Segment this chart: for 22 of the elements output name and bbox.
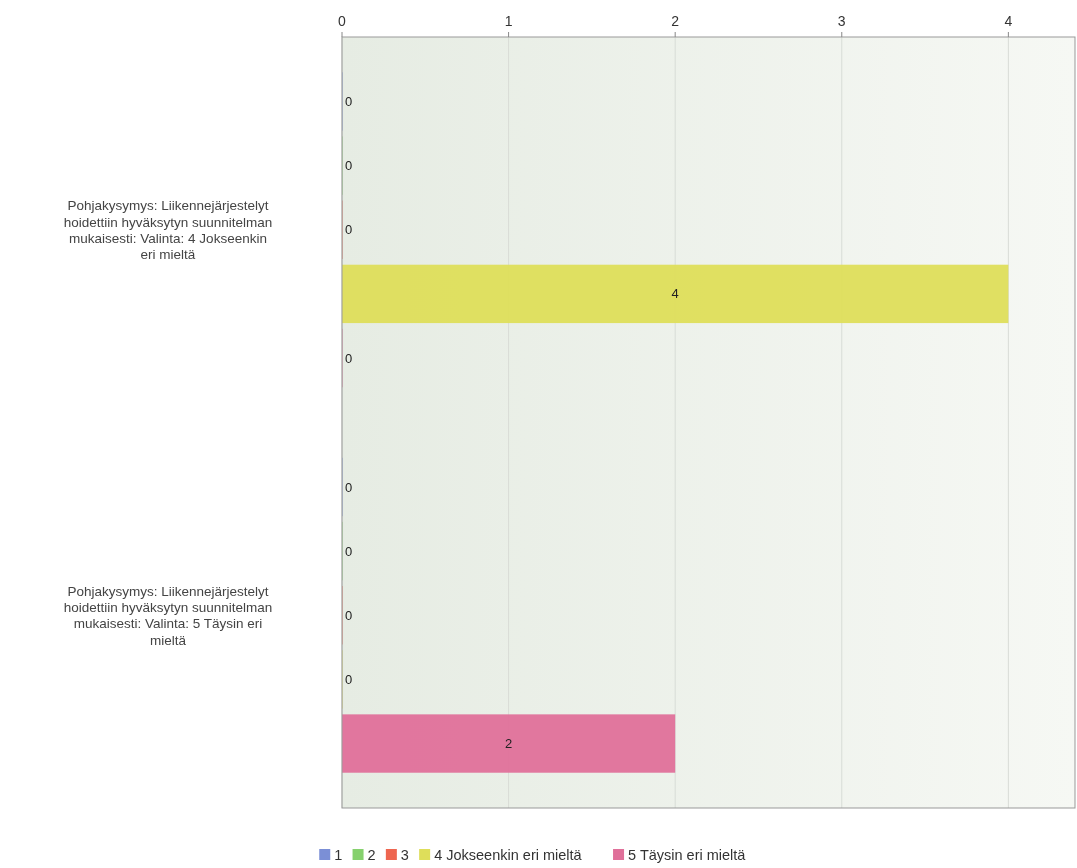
data-label: 0 [345, 671, 353, 687]
data-label: 0 [345, 607, 353, 623]
data-label: 2 [504, 736, 513, 752]
x-tick-label: 3 [837, 13, 846, 29]
x-tick-label: 0 [338, 13, 347, 29]
data-label: 0 [345, 158, 353, 174]
legend-label: 5 Täysin eri mieltä [628, 847, 747, 864]
data-label: 0 [345, 543, 353, 559]
x-tick-label: 2 [671, 13, 680, 29]
data-label: 0 [345, 222, 353, 238]
data-label: 4 [671, 286, 679, 302]
x-tick-label: 1 [504, 13, 513, 29]
y-tick-label: Pohjakysymys: Liikennejärjestelyt hoidettiin hyväksytyn suunnitelman mukaisesti: Valinta: 4 Jokseenkin eri mieltä [63, 198, 273, 263]
legend-label: 1 [334, 847, 343, 864]
data-label: 0 [345, 479, 353, 495]
y-tick-label: Pohjakysymys: Liikennejärjestelyt hoidettiin hyväksytyn suunnitelman mukaisesti: Valinta: 5 Täysin eri mieltä [63, 583, 273, 648]
data-label: 0 [345, 350, 353, 366]
legend-label: 3 [400, 847, 409, 864]
x-tick-label: 4 [1004, 13, 1013, 29]
legend-label: 4 Jokseenkin eri mieltä [434, 847, 583, 864]
legend-label: 2 [367, 847, 376, 864]
data-label: 0 [345, 94, 353, 110]
